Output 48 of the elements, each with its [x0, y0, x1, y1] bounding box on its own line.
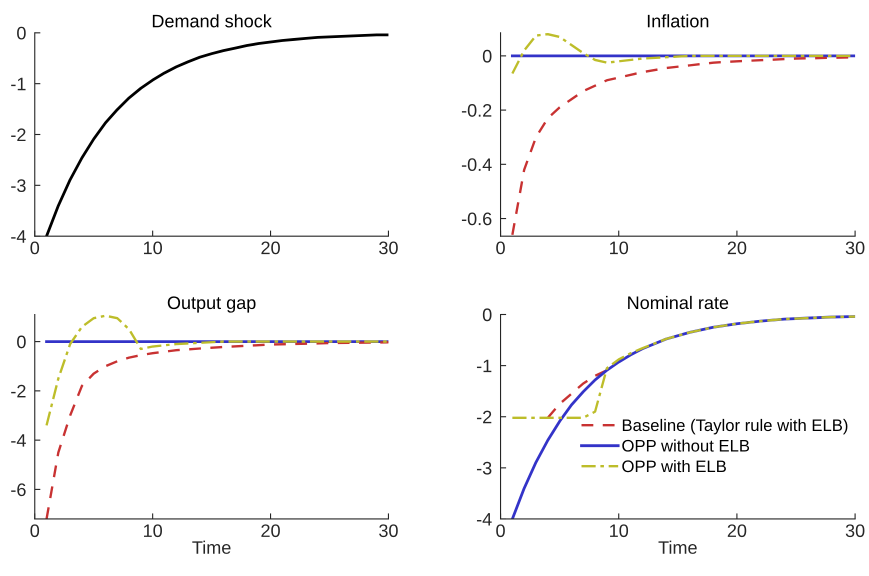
x-tick-label: 10 [144, 524, 162, 538]
y-tick-label: 0 [482, 50, 492, 63]
y-tick-label: 0 [482, 308, 492, 322]
x-tick-label: 10 [144, 242, 162, 254]
line-series [546, 369, 608, 419]
y-tick-label: -1 [476, 360, 492, 372]
y-tick-label: -2 [476, 410, 492, 424]
y-tick-label: 0 [17, 26, 26, 40]
legend-label: OPP with ELB [622, 460, 726, 472]
y-tick-label: -4 [11, 434, 26, 447]
x-axis-title: Time [192, 540, 231, 554]
legend-label: OPP without ELB [622, 439, 750, 452]
x-tick-label: 0 [496, 524, 505, 538]
x-tick-label: 30 [379, 242, 398, 254]
legend-label: Baseline (Taylor rule with ELB) [622, 418, 848, 434]
x-tick-label: 10 [610, 242, 628, 254]
y-tick-label: -0.6 [462, 212, 492, 226]
y-tick-label: -0.4 [462, 158, 492, 172]
y-tick-label: -4 [476, 513, 492, 526]
y-tick-label: -6 [11, 483, 26, 496]
line-series [45, 33, 388, 236]
y-tick-label: -1 [11, 78, 26, 90]
y-tick-label: -4 [11, 230, 26, 243]
x-tick-label: 0 [30, 242, 40, 254]
y-tick-label: 0 [17, 336, 26, 348]
chart-title: Nominal rate [628, 296, 728, 310]
chart-title: Demand shock [152, 14, 272, 28]
x-tick-label: 10 [610, 524, 628, 538]
x-tick-label: 20 [261, 524, 280, 538]
y-tick-label: -0.2 [462, 104, 492, 117]
x-tick-label: 20 [728, 524, 746, 538]
line-series [45, 314, 388, 427]
x-axis-title: Time [658, 540, 697, 554]
chart-title: Inflation [648, 14, 708, 28]
x-tick-label: 30 [846, 242, 864, 254]
x-tick-label: 0 [30, 524, 40, 538]
x-tick-label: 0 [496, 242, 505, 254]
y-tick-label: -2 [11, 128, 26, 142]
x-tick-label: 20 [728, 242, 746, 254]
y-tick-label: -3 [476, 462, 492, 475]
line-series [511, 315, 856, 419]
x-tick-label: 30 [846, 524, 864, 538]
x-tick-label: 20 [261, 242, 280, 254]
chart-title: Output gap [168, 296, 256, 313]
line-series [45, 341, 388, 519]
y-tick-label: -3 [11, 179, 26, 192]
y-tick-label: -2 [11, 384, 26, 398]
x-tick-label: 30 [379, 524, 398, 538]
